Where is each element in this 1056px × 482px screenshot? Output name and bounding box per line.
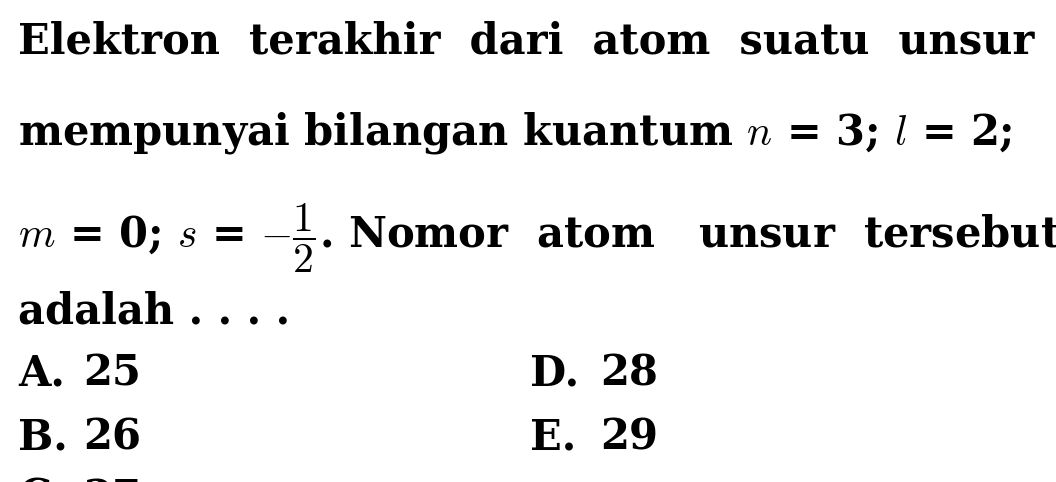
Text: C.: C.	[18, 477, 64, 482]
Text: Elektron  terakhir  dari  atom  suatu  unsur: Elektron terakhir dari atom suatu unsur	[18, 20, 1035, 62]
Text: D.: D.	[530, 352, 579, 394]
Text: $m$ = 0; $s$ = $-\dfrac{1}{2}$. Nomor  atom   unsur  tersebut: $m$ = 0; $s$ = $-\dfrac{1}{2}$. Nomor at…	[18, 202, 1056, 275]
Text: 26: 26	[83, 417, 142, 459]
Text: E.: E.	[530, 417, 577, 459]
Text: B.: B.	[18, 417, 68, 459]
Text: 27: 27	[83, 477, 140, 482]
Text: 28: 28	[600, 352, 658, 394]
Text: 25: 25	[83, 352, 140, 394]
Text: adalah . . . .: adalah . . . .	[18, 290, 290, 332]
Text: A.: A.	[18, 352, 64, 394]
Text: mempunyai bilangan kuantum $n$ = 3; $l$ = 2;: mempunyai bilangan kuantum $n$ = 3; $l$ …	[18, 110, 1013, 156]
Text: 29: 29	[600, 417, 658, 459]
